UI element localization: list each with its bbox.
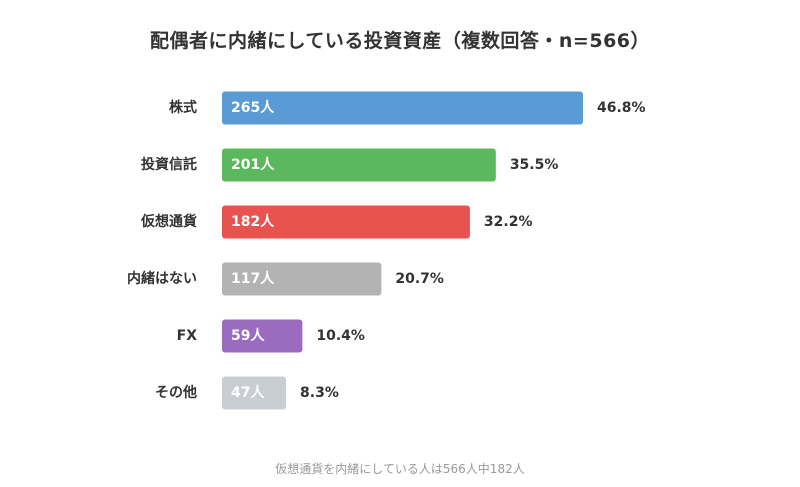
- bar-row: 仮想通貨 182人 32.2%: [140, 205, 533, 239]
- bar-row: その他 47人 8.3%: [155, 376, 339, 410]
- bar: [222, 262, 382, 296]
- bar: [222, 319, 303, 353]
- category-label: 投資信託: [141, 156, 197, 173]
- percent-label: 35.5%: [510, 157, 559, 173]
- bar: [222, 91, 583, 125]
- bar-row: 株式 265人 46.8%: [169, 91, 646, 125]
- percent-label: 8.3%: [300, 385, 339, 401]
- bar: [222, 148, 496, 182]
- bar: [222, 205, 470, 239]
- bar-row: 内緒はない 117人 20.7%: [127, 262, 444, 296]
- percent-label: 46.8%: [597, 100, 646, 116]
- bar-row: FX 59人 10.4%: [177, 319, 365, 353]
- bar-row: 投資信託 201人 35.5%: [141, 148, 559, 182]
- bar-count-label: 265人: [231, 99, 275, 116]
- bar-count-label: 47人: [231, 384, 265, 401]
- category-label: 株式: [169, 99, 197, 116]
- bar: [222, 376, 287, 410]
- percent-label: 32.2%: [484, 214, 533, 230]
- bar-count-label: 117人: [231, 270, 275, 287]
- bar-count-label: 59人: [231, 327, 265, 344]
- percent-label: 20.7%: [395, 271, 444, 287]
- bar-count-label: 201人: [231, 156, 275, 173]
- footnote: 仮想通貨を内緒にしている人は566人中182人: [275, 462, 525, 476]
- category-label: その他: [155, 384, 197, 401]
- category-label: 仮想通貨: [140, 213, 197, 230]
- chart-title: 配偶者に内緒にしている投資資産（複数回答・n=566）: [149, 30, 651, 52]
- category-label: 内緒はない: [127, 270, 197, 287]
- percent-label: 10.4%: [316, 328, 365, 344]
- category-label: FX: [177, 328, 198, 344]
- bar-count-label: 182人: [231, 213, 275, 230]
